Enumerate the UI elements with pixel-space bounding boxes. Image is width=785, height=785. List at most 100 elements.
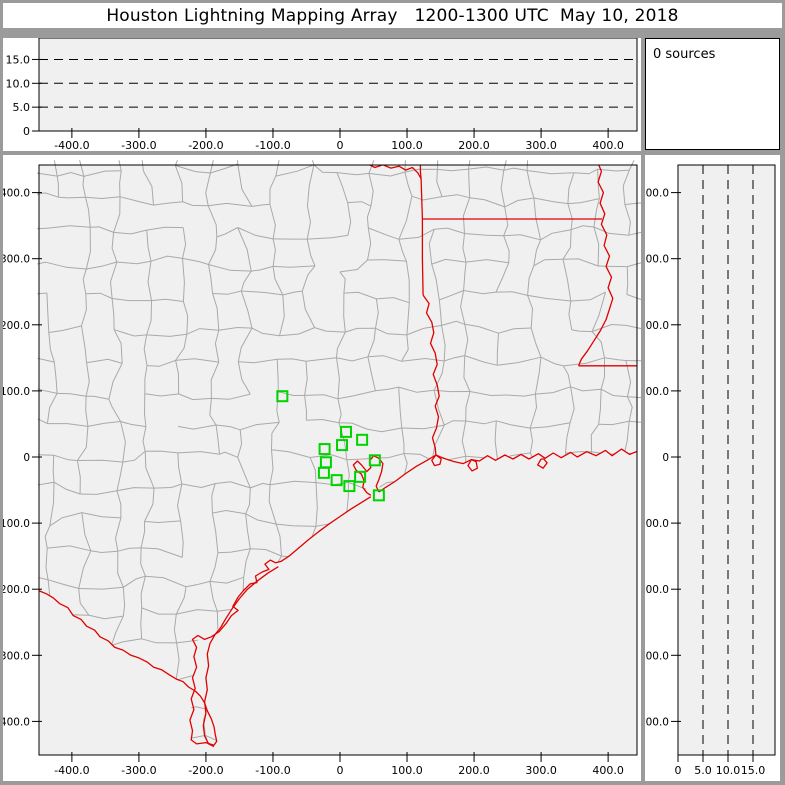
county-line — [177, 452, 183, 485]
map-plot-area[interactable] — [39, 165, 637, 755]
county-line — [251, 265, 274, 272]
county-line — [46, 225, 91, 229]
county-line — [57, 171, 85, 177]
county-line — [240, 290, 253, 329]
county-line — [238, 358, 278, 364]
county-line — [398, 387, 403, 429]
county-line — [573, 168, 598, 175]
station-marker — [356, 433, 369, 446]
county-line — [466, 259, 509, 264]
county-line — [140, 547, 146, 577]
county-line — [48, 325, 82, 333]
county-line — [180, 520, 184, 558]
county-line — [182, 257, 209, 265]
county-line — [398, 239, 407, 262]
county-line — [37, 416, 48, 425]
y-tick-label: -400.0 — [3, 716, 30, 728]
county-line — [570, 291, 606, 302]
county-line — [463, 355, 471, 392]
y-tick-label: -100.0 — [3, 518, 30, 530]
county-line — [496, 333, 499, 366]
county-line — [209, 398, 217, 426]
county-line — [113, 229, 147, 235]
county-line — [529, 394, 538, 429]
county-line — [245, 513, 277, 525]
county-line — [626, 294, 641, 301]
county-line — [573, 770, 594, 776]
county-line — [278, 391, 305, 397]
gulf-coast-east-boundary — [435, 448, 637, 465]
altitude-histogram-plot[interactable]: 0 5.0 10.0 15.0 -400.0 -300.0 -200.0 -100.0 0 100… — [3, 38, 641, 151]
county-line — [301, 265, 316, 292]
county-line — [177, 424, 217, 430]
county-line — [598, 265, 628, 268]
county-line — [146, 359, 176, 367]
county-line — [495, 262, 510, 293]
county-line — [237, 327, 253, 362]
county-line — [593, 198, 600, 228]
county-line — [90, 550, 118, 554]
county-line — [53, 454, 78, 461]
county-line — [498, 327, 532, 334]
county-line — [119, 196, 154, 206]
county-line — [336, 356, 369, 362]
county-line — [76, 426, 89, 461]
county-line — [153, 201, 183, 206]
altitude-plot-area[interactable] — [678, 165, 775, 755]
county-line — [268, 484, 277, 525]
county-line — [37, 451, 54, 456]
county-line — [269, 204, 276, 239]
county-line — [210, 163, 238, 174]
county-line — [625, 360, 632, 397]
county-line — [272, 266, 284, 296]
tx-state-line-east-boundary — [420, 178, 424, 296]
county-line — [87, 421, 121, 427]
county-line — [436, 160, 444, 170]
county-line — [77, 459, 123, 463]
altitude-plot-area[interactable] — [39, 38, 637, 131]
county-line — [210, 361, 220, 399]
county-line — [367, 259, 407, 262]
county-line — [463, 290, 497, 295]
county-line — [16, 155, 18, 167]
county-line — [120, 421, 146, 428]
grand-lake-boundary — [537, 458, 548, 469]
county-line — [378, 453, 405, 459]
station-marker — [372, 489, 385, 502]
county-line — [243, 548, 251, 578]
station-marker — [354, 470, 367, 483]
county-line — [625, 324, 641, 331]
station-marker — [317, 466, 330, 479]
station-marker — [330, 474, 343, 487]
county-line — [173, 614, 178, 643]
county-line — [444, 420, 466, 426]
county-line — [174, 160, 183, 166]
altitude-north-plot[interactable]: 400.0 300.0 200.0 100.0 0 -100.0 -200.0 -300.0 -… — [645, 155, 780, 781]
county-line — [314, 327, 346, 333]
county-line — [145, 575, 187, 588]
county-line — [45, 261, 87, 270]
x-tick-label: 300.0 — [525, 764, 557, 777]
plan-view-map-plot[interactable]: 400.0 300.0 200.0 100.0 0 -100.0 -200.0 -300.0 -… — [3, 155, 641, 781]
county-line — [85, 197, 91, 228]
county-line — [13, 261, 20, 297]
county-line — [367, 227, 372, 261]
title-bar: Houston Lightning Mapping Array 1200-130… — [3, 3, 782, 28]
county-line — [411, 195, 443, 201]
county-line — [80, 490, 118, 495]
county-line — [141, 160, 148, 172]
county-line — [563, 357, 605, 367]
county-line — [177, 451, 220, 455]
county-line — [336, 172, 369, 176]
county-line — [140, 521, 146, 549]
county-line — [468, 166, 504, 171]
county-line — [117, 547, 142, 552]
county-line — [375, 298, 379, 329]
county-line — [533, 197, 568, 205]
county-line — [307, 234, 348, 240]
county-line — [405, 261, 410, 303]
galveston-bay-boundary — [352, 455, 384, 496]
y-tick-label: 300.0 — [3, 254, 30, 266]
plot-border — [38, 164, 638, 756]
county-line — [46, 393, 58, 424]
